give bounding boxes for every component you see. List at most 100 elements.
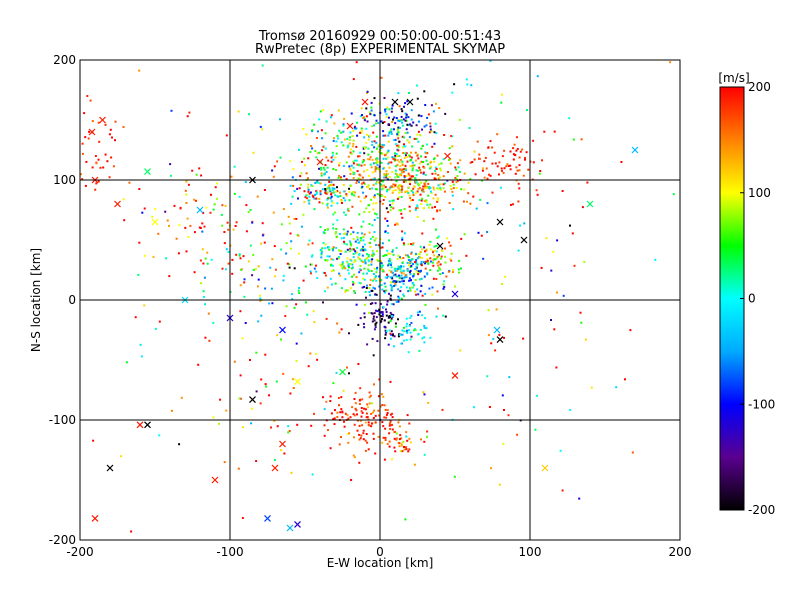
data-point: [396, 258, 399, 261]
data-point: [409, 266, 412, 268]
data-point: [330, 204, 333, 207]
data-point: [224, 268, 227, 271]
data-point: [272, 211, 275, 214]
data-point: [403, 295, 406, 298]
data-point: [324, 229, 327, 232]
data-point: [486, 177, 489, 180]
data-point: [291, 298, 294, 301]
data-point: [383, 176, 386, 179]
data-point: [392, 334, 394, 337]
data-point: [394, 450, 397, 453]
data-point: [473, 406, 475, 409]
data-point: [453, 83, 456, 86]
data-point: [364, 291, 367, 293]
data-point: [397, 126, 400, 129]
data-point: [401, 146, 404, 149]
data-point: [346, 233, 348, 235]
data-point: [359, 387, 362, 390]
data-point: [470, 84, 473, 87]
x-marker: [493, 326, 501, 334]
data-point: [276, 160, 279, 163]
data-point: [343, 420, 345, 423]
data-point: [282, 274, 285, 277]
data-point: [371, 171, 374, 174]
data-point: [349, 233, 352, 236]
data-point: [519, 224, 522, 227]
data-point: [320, 174, 323, 177]
chart-title-line1: Tromsø 20160929 00:50:00-00:51:43: [258, 29, 501, 44]
data-point: [390, 317, 393, 320]
data-point: [375, 244, 377, 246]
data-point: [318, 118, 321, 121]
data-point: [354, 402, 357, 405]
data-point: [392, 314, 395, 316]
data-point: [309, 270, 312, 273]
data-point: [238, 397, 241, 400]
data-point: [373, 231, 376, 234]
data-point: [392, 186, 395, 189]
data-point: [385, 207, 388, 210]
data-point: [407, 290, 410, 293]
data-point: [356, 163, 359, 166]
data-point: [375, 147, 378, 150]
data-point: [422, 391, 425, 394]
data-point: [399, 450, 402, 453]
data-point: [364, 421, 367, 424]
data-point: [406, 123, 409, 126]
data-point: [389, 316, 392, 318]
data-point: [352, 78, 355, 81]
data-point: [359, 239, 362, 242]
data-point: [382, 268, 384, 271]
data-point: [415, 265, 418, 268]
data-point: [369, 156, 372, 159]
data-point: [339, 274, 342, 277]
data-point: [352, 166, 355, 169]
data-point: [382, 255, 385, 258]
data-point: [276, 425, 279, 428]
data-point: [431, 261, 434, 264]
data-point: [288, 222, 291, 225]
data-point: [280, 248, 283, 251]
data-point: [321, 137, 324, 140]
data-point: [315, 192, 318, 195]
data-point: [443, 134, 446, 136]
data-point: [373, 267, 376, 270]
data-point: [346, 289, 349, 292]
data-point: [434, 169, 436, 172]
data-point: [382, 134, 385, 137]
data-point: [318, 167, 320, 170]
data-point: [401, 188, 403, 191]
data-point: [397, 134, 400, 137]
x-marker: [586, 200, 594, 208]
data-point: [402, 440, 405, 443]
data-point: [517, 182, 520, 185]
data-point: [418, 184, 421, 187]
data-point: [323, 434, 326, 437]
data-point: [390, 333, 393, 336]
data-point: [473, 150, 476, 153]
data-point: [421, 190, 424, 193]
data-point: [420, 189, 423, 192]
data-point: [290, 471, 293, 474]
data-point: [412, 275, 415, 277]
data-point: [212, 321, 215, 324]
data-point: [365, 127, 368, 130]
data-point: [370, 263, 373, 266]
data-point: [358, 424, 361, 427]
data-point: [354, 250, 357, 253]
data-point: [138, 241, 141, 244]
data-point: [336, 190, 339, 193]
data-point: [396, 269, 399, 272]
data-point: [234, 225, 237, 227]
data-point: [239, 397, 242, 400]
data-point: [397, 146, 400, 149]
data-point: [375, 237, 377, 240]
data-point: [393, 157, 396, 160]
data-point: [376, 188, 379, 191]
data-point: [237, 467, 240, 470]
data-point: [407, 270, 409, 272]
data-point: [372, 273, 375, 275]
data-point: [462, 200, 465, 203]
data-point: [254, 267, 257, 270]
